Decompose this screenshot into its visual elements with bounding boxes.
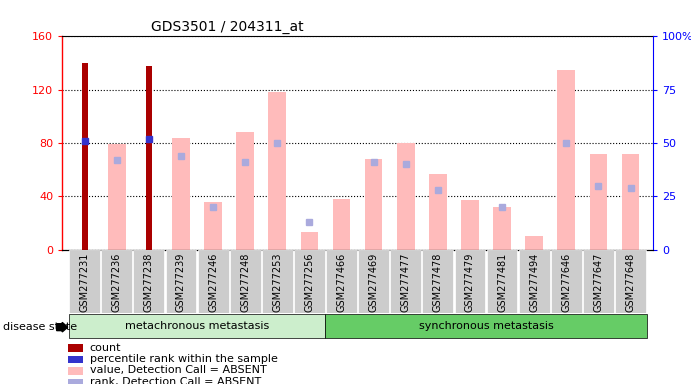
Bar	[68, 367, 84, 375]
Text: GSM277647: GSM277647	[594, 253, 603, 312]
Bar	[262, 250, 293, 313]
Bar	[486, 250, 518, 313]
Text: synchronous metastasis: synchronous metastasis	[419, 321, 553, 331]
Text: GSM277248: GSM277248	[240, 253, 250, 312]
Bar	[558, 70, 575, 250]
Bar	[519, 250, 549, 313]
Text: GSM277494: GSM277494	[529, 253, 539, 312]
Bar	[236, 132, 254, 250]
Bar	[301, 232, 319, 250]
Bar	[82, 63, 88, 250]
Bar	[269, 93, 286, 250]
Bar	[68, 314, 325, 339]
Text: GSM277648: GSM277648	[625, 253, 636, 312]
Text: GSM277479: GSM277479	[465, 253, 475, 312]
Text: percentile rank within the sample: percentile rank within the sample	[90, 354, 277, 364]
Bar	[622, 154, 639, 250]
Text: disease state: disease state	[3, 322, 77, 332]
Bar	[230, 250, 261, 313]
Text: GSM277646: GSM277646	[561, 253, 571, 312]
Text: GDS3501 / 204311_at: GDS3501 / 204311_at	[151, 20, 303, 34]
Bar	[365, 159, 383, 250]
Text: GSM277481: GSM277481	[497, 253, 507, 312]
Text: rank, Detection Call = ABSENT: rank, Detection Call = ABSENT	[90, 377, 261, 384]
Bar	[294, 250, 325, 313]
Bar	[429, 174, 446, 250]
Text: GSM277236: GSM277236	[112, 253, 122, 312]
Bar	[166, 250, 196, 313]
Text: GSM277253: GSM277253	[272, 253, 283, 312]
Bar	[198, 250, 229, 313]
Bar	[583, 250, 614, 313]
Bar	[102, 250, 132, 313]
Bar	[525, 236, 543, 250]
Bar	[133, 250, 164, 313]
Text: metachronous metastasis: metachronous metastasis	[125, 321, 269, 331]
Text: GSM277256: GSM277256	[305, 253, 314, 312]
Text: GSM277466: GSM277466	[337, 253, 347, 312]
Bar	[68, 344, 84, 352]
Text: GSM277477: GSM277477	[401, 253, 410, 312]
Bar	[493, 207, 511, 250]
Text: count: count	[90, 343, 121, 353]
Bar	[589, 154, 607, 250]
Text: value, Detection Call = ABSENT: value, Detection Call = ABSENT	[90, 366, 266, 376]
Bar	[69, 250, 100, 313]
Bar	[397, 143, 415, 250]
Text: GSM277231: GSM277231	[79, 253, 90, 312]
Bar	[551, 250, 582, 313]
Bar	[332, 199, 350, 250]
Bar	[172, 138, 190, 250]
Bar	[615, 250, 646, 313]
Bar	[326, 250, 357, 313]
Bar	[358, 250, 389, 313]
Text: GSM277478: GSM277478	[433, 253, 443, 312]
Bar	[68, 356, 84, 363]
Text: GSM277239: GSM277239	[176, 253, 186, 312]
Bar	[422, 250, 453, 313]
Text: GSM277246: GSM277246	[208, 253, 218, 312]
Text: GSM277238: GSM277238	[144, 253, 154, 312]
Bar	[390, 250, 422, 313]
Bar	[205, 202, 222, 250]
Bar	[68, 379, 84, 384]
Bar	[325, 314, 647, 339]
Text: GSM277469: GSM277469	[368, 253, 379, 312]
Bar	[108, 144, 126, 250]
Bar	[461, 200, 479, 250]
Bar	[146, 66, 152, 250]
Bar	[455, 250, 485, 313]
